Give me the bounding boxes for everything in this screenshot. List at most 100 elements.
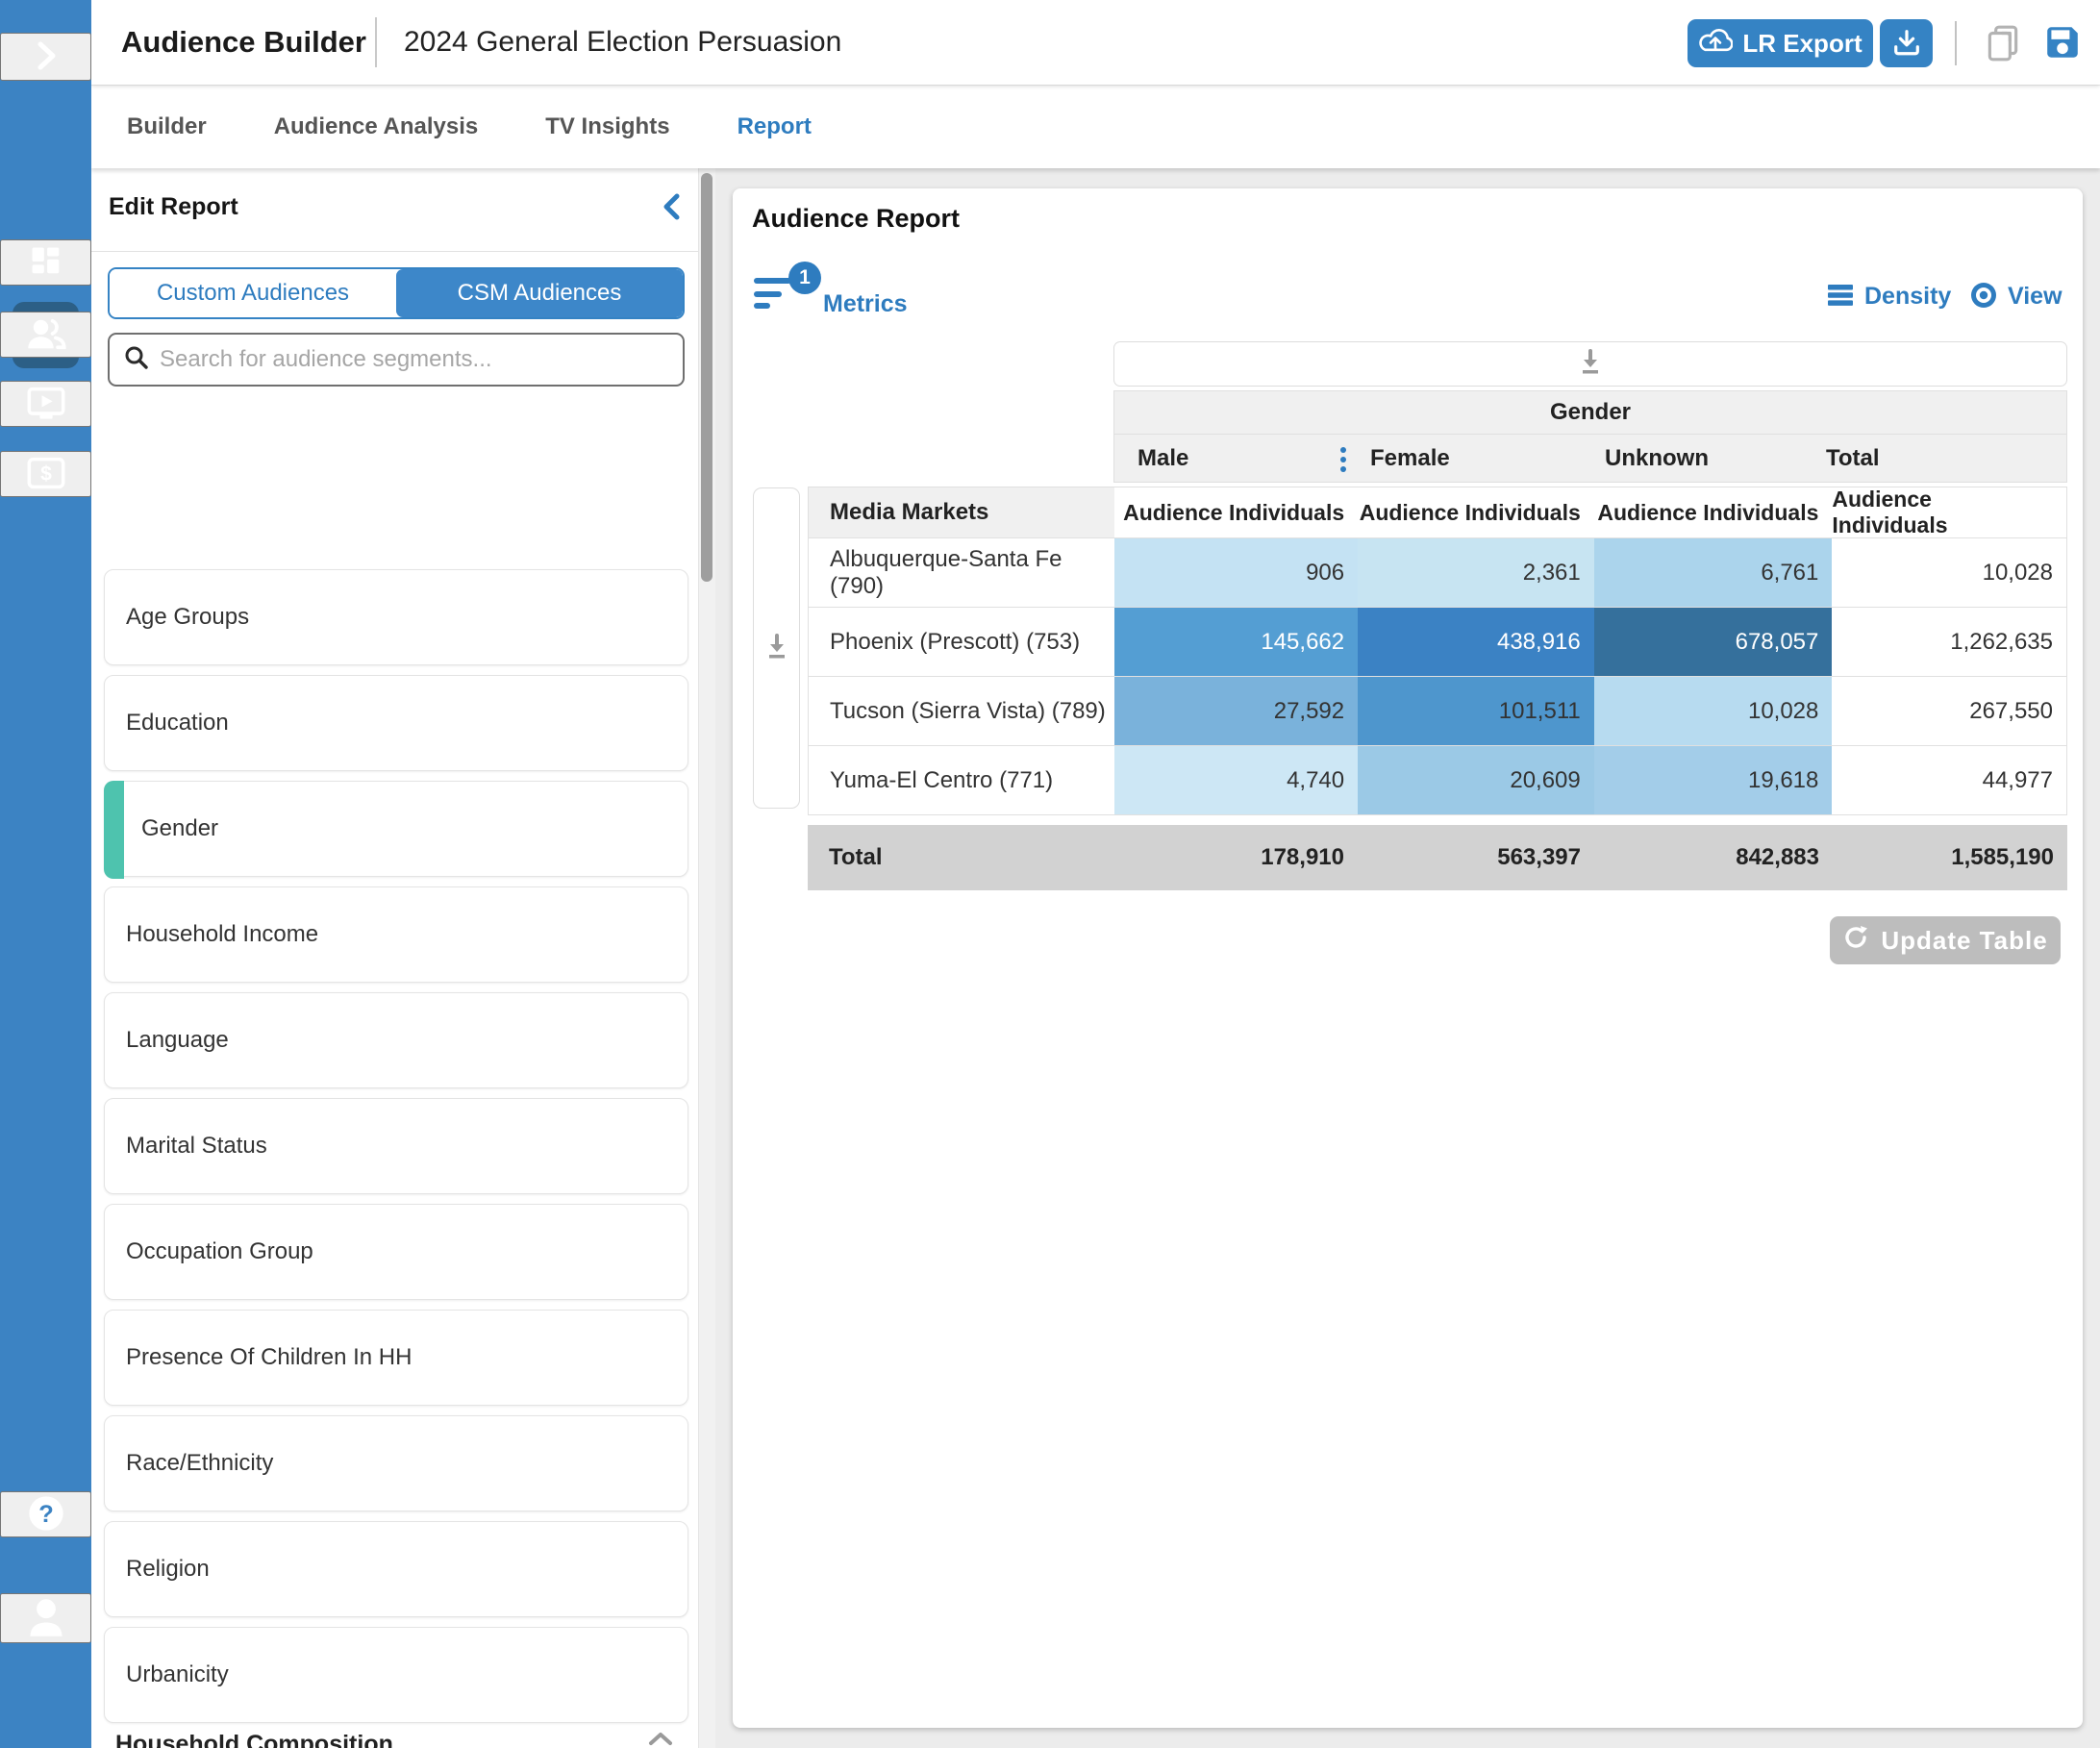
column-headers-row: Male Female Unknown Total [1113, 435, 2067, 483]
help-button[interactable]: ? [0, 1491, 91, 1537]
density-bars-icon [1826, 282, 1855, 312]
measure-header: Audience Individuals [1114, 487, 1359, 537]
table-row: Phoenix (Prescott) (753) 145,662 438,916… [808, 608, 2067, 677]
search-icon [123, 344, 150, 376]
update-table-button[interactable]: Update Table [1830, 916, 2061, 964]
dollar-icon: $ [26, 455, 66, 494]
nav-dashboard-button[interactable] [0, 239, 91, 286]
nav-monetization-button[interactable]: $ [0, 451, 91, 497]
save-floppy-icon [2043, 50, 2082, 64]
section-household-composition[interactable]: Household Composition [115, 1731, 673, 1748]
audience-report-card: Audience Report 1 Metrics Density View [733, 188, 2083, 1728]
expand-sidebar-button[interactable] [0, 33, 91, 81]
segment-race-ethnicity[interactable]: Race/Ethnicity [104, 1415, 688, 1511]
column-header-male: Male [1138, 445, 1188, 472]
segment-household-income[interactable]: Household Income [104, 886, 688, 983]
audience-table: Media Markets Audience Individuals Audie… [808, 487, 2067, 815]
project-title: 2024 General Election Persuasion [404, 26, 841, 59]
segment-urbanicity[interactable]: Urbanicity [104, 1627, 688, 1723]
measure-header: Audience Individuals [1594, 487, 1833, 537]
refresh-icon [1842, 924, 1869, 958]
column-menu-kebab-icon[interactable] [1334, 442, 1353, 477]
download-rows-strip[interactable] [753, 487, 800, 809]
segment-language[interactable]: Language [104, 992, 688, 1088]
panel-scrollbar-track[interactable] [698, 168, 715, 1748]
table-header-row: Media Markets Audience Individuals Audie… [808, 487, 2067, 538]
tv-play-icon [26, 384, 66, 425]
column-header-total: Total [1826, 445, 1880, 472]
chevron-right-icon [32, 38, 61, 76]
column-header-female: Female [1370, 445, 1450, 472]
save-button[interactable] [2043, 23, 2082, 64]
segment-presence-of-children[interactable]: Presence Of Children In HH [104, 1310, 688, 1406]
audiences-people-icon [25, 314, 67, 356]
segment-search [108, 333, 685, 387]
chevron-left-icon [661, 210, 682, 224]
audience-source-toggle: Custom Audiences CSM Audiences [108, 267, 685, 319]
chevron-up-icon [648, 1731, 673, 1748]
toggle-csm-audiences[interactable]: CSM Audiences [396, 269, 683, 317]
title-divider [375, 17, 377, 67]
selected-indicator [104, 781, 124, 879]
segment-age-groups[interactable]: Age Groups [104, 569, 688, 665]
lr-export-label: LR Export [1742, 29, 1862, 59]
segment-marital-status[interactable]: Marital Status [104, 1098, 688, 1194]
metrics-button[interactable]: 1 Metrics [750, 258, 933, 325]
row-dimension-header: Media Markets [809, 487, 1114, 537]
svg-text:?: ? [38, 1500, 54, 1527]
download-icon [1576, 347, 1605, 381]
measure-header: Audience Individuals [1832, 487, 2066, 537]
account-person-icon [26, 1596, 66, 1641]
copy-button[interactable] [1984, 23, 2022, 66]
tab-tv-insights[interactable]: TV Insights [545, 113, 669, 140]
table-row: Yuma-El Centro (771) 4,740 20,609 19,618… [808, 746, 2067, 815]
download-columns-bar[interactable] [1113, 341, 2067, 387]
segment-occupation-group[interactable]: Occupation Group [104, 1204, 688, 1300]
dashboard-icon [27, 242, 65, 284]
column-group-header: Gender [1113, 390, 2067, 435]
copy-icon [1984, 52, 2022, 66]
top-header: Audience Builder 2024 General Election P… [91, 0, 2100, 85]
metrics-label: Metrics [823, 290, 908, 318]
edit-report-panel: Edit Report Custom Audiences CSM Audienc… [91, 168, 715, 1748]
metrics-count-badge: 1 [788, 262, 821, 294]
svg-text:$: $ [40, 462, 52, 485]
cloud-upload-icon [1698, 26, 1733, 62]
segment-religion[interactable]: Religion [104, 1521, 688, 1617]
toggle-custom-audiences[interactable]: Custom Audiences [110, 269, 396, 317]
tab-builder[interactable]: Builder [127, 113, 207, 140]
search-input[interactable] [160, 346, 669, 373]
update-table-label: Update Table [1881, 926, 2047, 956]
download-icon [762, 632, 791, 665]
panel-title: Edit Report [109, 193, 238, 221]
panel-scrollbar-thumb[interactable] [701, 173, 712, 582]
table-row: Tucson (Sierra Vista) (789) 27,592 101,5… [808, 677, 2067, 746]
table-total-row: Total 178,910 563,397 842,883 1,585,190 [808, 825, 2067, 890]
report-title: Audience Report [752, 204, 960, 234]
tab-report[interactable]: Report [738, 113, 812, 140]
account-button[interactable] [0, 1593, 91, 1643]
tab-bar: Builder Audience Analysis TV Insights Re… [91, 85, 2100, 168]
view-button[interactable]: View [1969, 280, 2062, 312]
panel-divider [91, 251, 698, 252]
view-eye-icon [1969, 281, 1998, 312]
density-label: Density [1864, 283, 1951, 311]
header-divider [1955, 21, 1957, 65]
total-label: Total [808, 844, 1113, 871]
collapse-panel-button[interactable] [657, 191, 686, 224]
download-icon [1891, 27, 1922, 61]
nav-audiences-button[interactable] [0, 312, 91, 358]
column-header-unknown: Unknown [1605, 445, 1709, 472]
app-title: Audience Builder [121, 25, 366, 60]
tab-audience-analysis[interactable]: Audience Analysis [274, 113, 479, 140]
segment-gender[interactable]: Gender [104, 781, 688, 877]
table-row: Albuquerque-Santa Fe (790) 906 2,361 6,7… [808, 538, 2067, 608]
audience-builder-app: $ ? Audience Builder 2024 General Electi… [0, 0, 2100, 1748]
view-label: View [2008, 283, 2062, 311]
download-report-button[interactable] [1880, 19, 1933, 67]
lr-export-button[interactable]: LR Export [1688, 19, 1873, 67]
help-icon: ? [26, 1493, 66, 1536]
nav-tv-button[interactable] [0, 381, 91, 427]
density-button[interactable]: Density [1826, 280, 1951, 312]
segment-education[interactable]: Education [104, 675, 688, 771]
